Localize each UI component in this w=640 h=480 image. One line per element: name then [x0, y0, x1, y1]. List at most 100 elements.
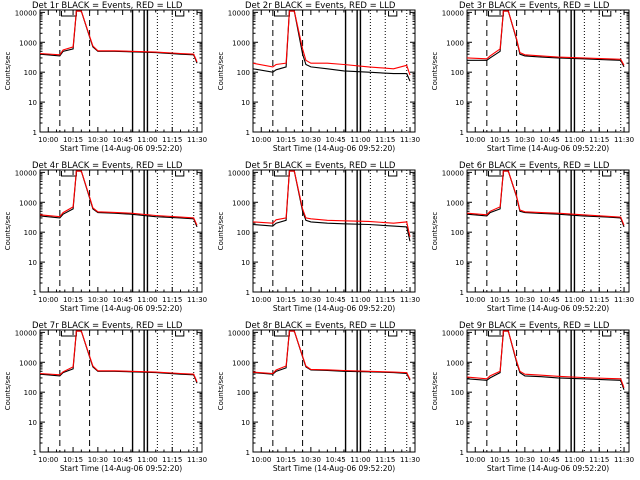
lld-series-line [467, 330, 625, 388]
panel-frame [39, 329, 203, 453]
panel-plot-area [40, 10, 198, 132]
panel-3: Det 3r BLACK = Events, RED = LLD Counts/s… [431, 1, 634, 153]
y-tick-label: 1 [460, 129, 464, 137]
x-tick-label: 11:30 [614, 296, 634, 304]
x-tick-label: 10:15 [490, 456, 510, 464]
x-tick-label: 11:00 [564, 456, 584, 464]
x-tick-label: 10:45 [326, 296, 346, 304]
y-tick-label: 10 [241, 99, 250, 107]
x-tick-label: 11:15 [375, 456, 395, 464]
y-tick-label: 1 [33, 129, 37, 137]
attenuator-step-l [602, 171, 612, 177]
panel-frame [466, 169, 630, 293]
panel-title: Det 8r BLACK = Events, RED = LLD [245, 321, 396, 331]
x-tick-label: 10:15 [490, 296, 510, 304]
x-tick-label: 10:45 [540, 456, 560, 464]
attenuator-step-s [487, 171, 504, 177]
x-tick-label: 11:15 [589, 296, 609, 304]
panel-title: Det 9r BLACK = Events, RED = LLD [459, 321, 610, 331]
panel-8: Det 8r BLACK = Events, RED = LLD Counts/s… [217, 321, 420, 473]
x-tick-label: 11:30 [614, 456, 634, 464]
x-tick-label: 11:00 [564, 296, 584, 304]
lld-series-line [253, 170, 411, 237]
panel-frame [466, 9, 630, 133]
panel-plot-area [40, 170, 198, 292]
panel-frame [39, 169, 203, 293]
x-tick-label: 11:15 [162, 136, 182, 144]
lld-series-line [40, 170, 198, 226]
events-series-line [40, 330, 198, 384]
attenuator-step-s [487, 11, 504, 17]
panel-1: Det 1r BLACK = Events, RED = LLD Counts/s… [4, 1, 207, 153]
panel-plot-area [253, 10, 411, 132]
x-axis-label: Start Time (14-Aug-06 09:52:20) [487, 464, 609, 473]
lld-series-line [40, 10, 198, 63]
y-axis-label: Counts/sec [217, 52, 225, 91]
attenuator-step-s [60, 331, 77, 337]
y-axis-label: Counts/sec [431, 52, 439, 91]
x-tick-label: 10:00 [38, 136, 58, 144]
x-tick-label: 10:00 [465, 456, 485, 464]
panel-title: Det 5r BLACK = Events, RED = LLD [245, 161, 396, 171]
y-tick-label: 1 [246, 129, 250, 137]
lld-series-line [467, 170, 625, 226]
x-tick-label: 11:00 [350, 456, 370, 464]
y-axis-label: Counts/sec [431, 372, 439, 411]
panel-title: Det 6r BLACK = Events, RED = LLD [459, 161, 610, 171]
y-tick-label: 1 [33, 289, 37, 297]
x-tick-label: 11:00 [564, 136, 584, 144]
attenuator-step-s [60, 171, 77, 177]
y-tick-label: 1 [460, 289, 464, 297]
x-tick-label: 10:30 [301, 296, 321, 304]
panel-plot-area [467, 330, 625, 452]
y-tick-label: 10000 [228, 169, 250, 177]
y-tick-label: 100 [24, 389, 37, 397]
y-axis-label: Counts/sec [431, 212, 439, 251]
panel-frame [466, 329, 630, 453]
panel-plot-area [467, 170, 625, 292]
panel-title: Det 1r BLACK = Events, RED = LLD [32, 1, 183, 11]
attenuator-step-l [388, 331, 398, 337]
attenuator-step-s [487, 331, 504, 337]
y-tick-label: 10000 [228, 329, 250, 337]
y-tick-label: 10000 [228, 9, 250, 17]
y-tick-label: 100 [24, 69, 37, 77]
y-axis-label: Counts/sec [4, 212, 12, 251]
x-axis-label: Start Time (14-Aug-06 09:52:20) [273, 464, 395, 473]
panel-6: Det 6r BLACK = Events, RED = LLD Counts/s… [431, 161, 634, 313]
y-tick-label: 10 [455, 99, 464, 107]
attenuator-step-s [273, 171, 290, 177]
y-tick-label: 10 [241, 259, 250, 267]
y-tick-label: 10 [28, 99, 37, 107]
x-tick-label: 10:30 [88, 136, 108, 144]
panel-plot-area [467, 10, 625, 132]
x-tick-label: 10:15 [276, 136, 296, 144]
x-tick-label: 10:30 [515, 136, 535, 144]
x-tick-label: 10:30 [515, 296, 535, 304]
y-tick-label: 10000 [15, 169, 37, 177]
y-tick-label: 10 [455, 419, 464, 427]
x-axis-label: Start Time (14-Aug-06 09:52:20) [487, 304, 609, 313]
x-axis-label: Start Time (14-Aug-06 09:52:20) [60, 304, 182, 313]
panel-frame [252, 9, 416, 133]
x-tick-label: 10:45 [113, 296, 133, 304]
y-tick-label: 1000 [446, 199, 464, 207]
events-series-line [467, 10, 625, 68]
x-tick-label: 10:45 [113, 456, 133, 464]
y-tick-label: 10000 [442, 169, 464, 177]
x-tick-label: 11:15 [589, 136, 609, 144]
x-tick-label: 10:45 [113, 136, 133, 144]
y-tick-label: 100 [24, 229, 37, 237]
x-tick-label: 10:30 [515, 456, 535, 464]
panel-plot-area [40, 330, 198, 452]
y-tick-label: 1000 [19, 39, 37, 47]
x-tick-label: 10:00 [465, 296, 485, 304]
x-tick-label: 10:00 [38, 296, 58, 304]
y-axis-label: Counts/sec [4, 372, 12, 411]
y-tick-label: 1 [246, 449, 250, 457]
y-tick-label: 100 [451, 69, 464, 77]
x-tick-label: 11:30 [187, 456, 207, 464]
panel-frame [39, 9, 203, 133]
y-tick-label: 10000 [442, 329, 464, 337]
x-tick-label: 11:30 [614, 136, 634, 144]
